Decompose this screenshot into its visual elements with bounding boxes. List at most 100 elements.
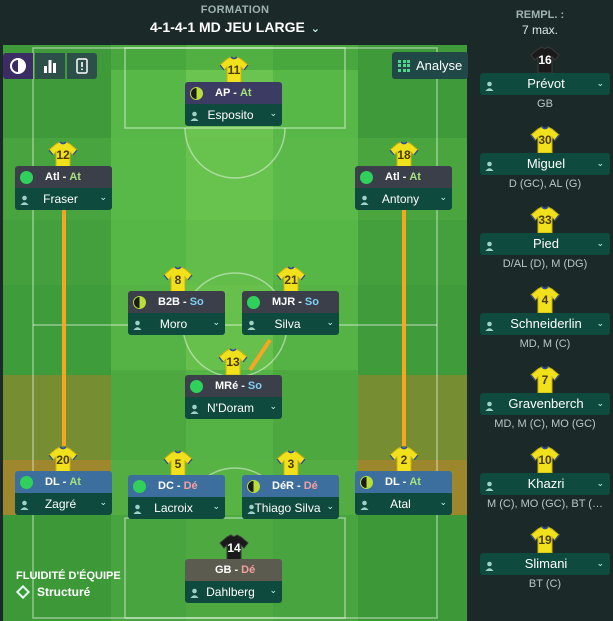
shirt-number: 14	[227, 541, 241, 555]
role-selector[interactable]: MRé - So	[185, 375, 282, 397]
substitute-shirt: 33	[530, 205, 560, 235]
player-shirt[interactable]: 8	[163, 265, 193, 295]
person-icon	[485, 239, 494, 251]
player-shirt[interactable]: 21	[276, 265, 306, 295]
player-selector[interactable]: Esposito ⌄	[185, 104, 282, 126]
substitute-name: Slimani	[524, 556, 568, 571]
substitute-name: Prévot	[527, 76, 565, 91]
substitute-selector[interactable]: Schneiderlin ⌄	[480, 313, 610, 335]
player-selector[interactable]: Thiago Silva ⌄	[242, 497, 339, 519]
role-selector[interactable]: AP - At	[185, 82, 282, 104]
player-card[interactable]: B2B - So Moro ⌄	[128, 291, 225, 335]
role-selector[interactable]: Atl - At	[15, 166, 112, 188]
shirt-number: 7	[541, 373, 549, 387]
role-selector[interactable]: DL - At	[15, 471, 112, 493]
player-selector[interactable]: Silva ⌄	[242, 313, 339, 335]
duty-name: So	[189, 296, 204, 308]
chevron-down-icon: ⌄	[596, 158, 604, 168]
shirt-number: 19	[538, 533, 552, 547]
player-shirt[interactable]: 11	[219, 55, 249, 85]
familiarity-icon	[133, 295, 146, 309]
substitute-selector[interactable]: Khazri ⌄	[480, 473, 610, 495]
person-icon	[485, 159, 494, 171]
substitute-slot[interactable]: 16 Prévot ⌄ GB	[480, 45, 610, 121]
player-name: Lacroix	[154, 501, 193, 515]
person-icon	[247, 319, 256, 330]
role-selector[interactable]: Atl - At	[355, 166, 452, 188]
substitute-selector[interactable]: Prévot ⌄	[480, 73, 610, 95]
substitute-slot[interactable]: 7 Gravenberch ⌄ MD, M (C), MO (GC)	[480, 365, 610, 441]
substitute-name: Khazri	[527, 476, 565, 491]
player-card[interactable]: MRé - So N'Doram ⌄	[185, 375, 282, 419]
familiarity-icon	[247, 295, 260, 309]
shirt-number: 16	[538, 53, 552, 67]
substitute-selector[interactable]: Miguel ⌄	[480, 153, 610, 175]
role-selector[interactable]: DC - Dé	[128, 475, 225, 497]
chevron-down-icon: ⌄	[326, 501, 334, 511]
player-shirt[interactable]: 13	[218, 347, 248, 377]
team-fluidity-value[interactable]: Structuré	[15, 584, 90, 600]
view-mode-button[interactable]	[3, 53, 33, 79]
substitute-slot[interactable]: 33 Pied ⌄ D/AL (D), M (DG)	[480, 205, 610, 281]
role-name: MJR	[272, 296, 296, 308]
role-selector[interactable]: GB - Dé	[185, 559, 282, 581]
player-shirt[interactable]: 12	[48, 140, 78, 170]
player-shirt[interactable]: 5	[163, 449, 193, 479]
role-selector[interactable]: DL - At	[355, 471, 452, 493]
player-selector[interactable]: Dahlberg ⌄	[185, 581, 282, 603]
player-shirt[interactable]: 2	[389, 445, 419, 475]
subs-title: REMPL. :	[515, 9, 565, 21]
substitute-selector[interactable]: Gravenberch ⌄	[480, 393, 610, 415]
role-name: DéR	[272, 480, 295, 492]
player-shirt[interactable]: 18	[389, 140, 419, 170]
player-shirt[interactable]: 14	[219, 533, 249, 563]
player-shirt[interactable]: 3	[276, 449, 306, 479]
pitch-zone	[3, 515, 111, 621]
player-shirt[interactable]: 20	[48, 445, 78, 475]
pitch-zone	[273, 515, 358, 621]
person-icon	[190, 110, 199, 121]
player-card[interactable]: MJR - So Silva ⌄	[242, 291, 339, 335]
formation-selector[interactable]: 4-1-4-1 MD JEU LARGE ⌄	[0, 19, 470, 35]
pitch-zone	[111, 515, 186, 621]
player-selector[interactable]: Fraser ⌄	[15, 188, 112, 210]
player-name: Thiago Silva	[254, 501, 321, 515]
substitute-selector[interactable]: Slimani ⌄	[480, 553, 610, 575]
shirt-number: 20	[56, 453, 70, 467]
substitute-shirt: 10	[530, 445, 560, 475]
player-card[interactable]: GB - Dé Dahlberg ⌄	[185, 559, 282, 603]
duty-name: At	[409, 171, 421, 183]
player-card[interactable]: DC - Dé Lacroix ⌄	[128, 475, 225, 519]
role-selector[interactable]: MJR - So	[242, 291, 339, 313]
player-selector[interactable]: Zagré ⌄	[15, 493, 112, 515]
pitch-zone	[3, 220, 111, 285]
substitute-slot[interactable]: 30 Miguel ⌄ D (GC), AL (G)	[480, 125, 610, 201]
player-card[interactable]: DL - At Atal ⌄	[355, 471, 452, 515]
substitute-selector[interactable]: Pied ⌄	[480, 233, 610, 255]
chevron-down-icon: ⌄	[99, 497, 107, 507]
player-card[interactable]: DL - At Zagré ⌄	[15, 471, 112, 515]
instructions-button[interactable]	[67, 53, 97, 79]
substitute-slot[interactable]: 19 Slimani ⌄ BT (C)	[480, 525, 610, 601]
chevron-down-icon: ⌄	[596, 398, 604, 408]
player-selector[interactable]: Antony ⌄	[355, 188, 452, 210]
person-icon	[485, 479, 494, 491]
player-card[interactable]: AP - At Esposito ⌄	[185, 82, 282, 126]
role-selector[interactable]: B2B - So	[128, 291, 225, 313]
substitute-slot[interactable]: 10 Khazri ⌄ M (C), MO (GC), BT (…	[480, 445, 610, 521]
player-selector[interactable]: Moro ⌄	[128, 313, 225, 335]
person-icon	[20, 499, 29, 510]
analyse-button[interactable]: Analyse	[392, 52, 468, 79]
person-icon	[485, 79, 494, 91]
player-card[interactable]: Atl - At Fraser ⌄	[15, 166, 112, 210]
player-selector[interactable]: N'Doram ⌄	[185, 397, 282, 419]
stats-button[interactable]	[35, 53, 65, 79]
formation-label: FORMATION	[200, 4, 270, 16]
player-selector[interactable]: Lacroix ⌄	[128, 497, 225, 519]
player-selector[interactable]: Atal ⌄	[355, 493, 452, 515]
role-selector[interactable]: DéR - Dé	[242, 475, 339, 497]
player-card[interactable]: DéR - Dé Thiago Silva ⌄	[242, 475, 339, 519]
player-card[interactable]: Atl - At Antony ⌄	[355, 166, 452, 210]
substitute-slot[interactable]: 4 Schneiderlin ⌄ MD, M (C)	[480, 285, 610, 361]
